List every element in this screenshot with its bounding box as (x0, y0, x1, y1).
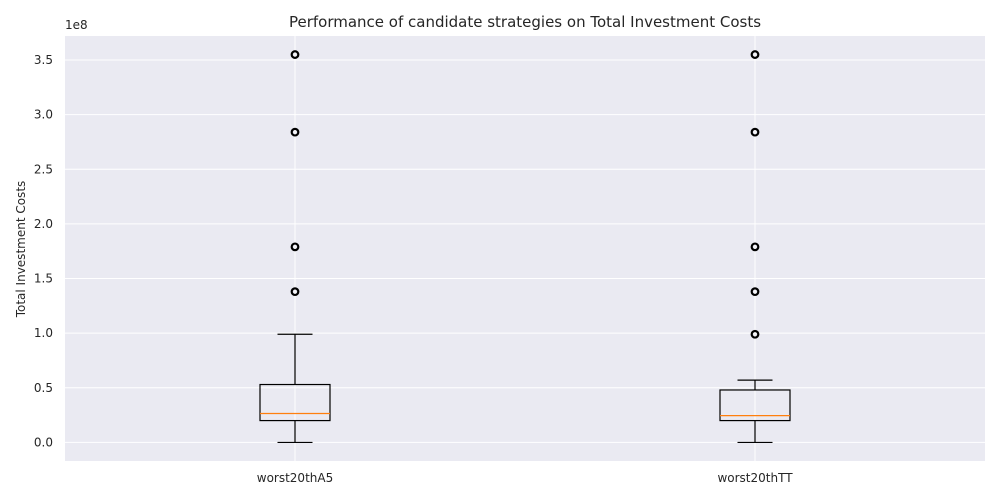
outlier-point (750, 127, 760, 137)
iqr-box (719, 389, 791, 422)
x-axis-ticks: worst20thA5 worst20thTT (257, 471, 793, 485)
outlier-point (290, 50, 300, 59)
outlier-point (750, 329, 760, 339)
outlier-point (290, 242, 300, 252)
x-tick-label: worst20thA5 (257, 471, 333, 485)
box-worst20thTT (719, 50, 791, 444)
outlier-point (750, 242, 760, 252)
outlier-point (290, 287, 300, 297)
box-series (259, 50, 791, 444)
outlier-point (750, 287, 760, 297)
y-tick-label: 0.5 (34, 381, 53, 395)
outlier-point (290, 127, 300, 137)
y-axis-label: Total Investment Costs (14, 181, 28, 319)
y-offset-label: 1e8 (65, 18, 88, 32)
y-tick-label: 1.5 (34, 272, 53, 286)
y-tick-label: 3.0 (34, 108, 53, 122)
gridlines (65, 36, 985, 461)
chart-title: Performance of candidate strategies on T… (289, 13, 761, 31)
y-tick-label: 2.0 (34, 217, 53, 231)
y-tick-label: 1.0 (34, 326, 53, 340)
y-axis-ticks: 0.0 0.5 1.0 1.5 2.0 2.5 3.0 3.5 (34, 53, 53, 449)
iqr-box (259, 383, 331, 422)
plot-area (65, 36, 985, 461)
box-worst20thA5 (259, 50, 331, 444)
y-tick-label: 0.0 (34, 435, 53, 449)
y-tick-label: 3.5 (34, 53, 53, 67)
y-tick-label: 2.5 (34, 162, 53, 176)
x-tick-label: worst20thTT (717, 471, 793, 485)
outlier-point (750, 50, 760, 59)
